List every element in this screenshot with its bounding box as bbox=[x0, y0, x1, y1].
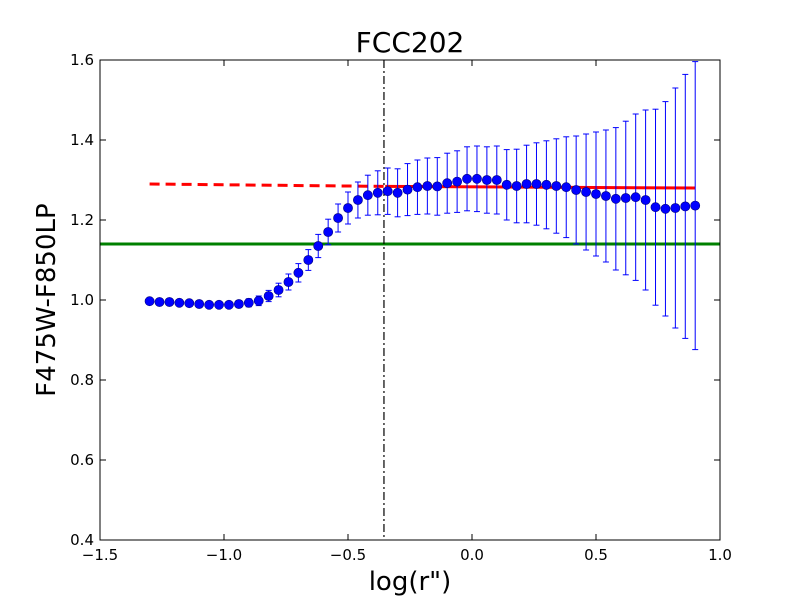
data-point bbox=[214, 299, 224, 310]
plot-area bbox=[100, 60, 720, 540]
data-point bbox=[601, 191, 611, 201]
data-point bbox=[412, 182, 423, 193]
data-point bbox=[154, 297, 165, 307]
data-point bbox=[174, 297, 185, 308]
x-tick-label: 0.5 bbox=[584, 546, 608, 564]
data-point bbox=[263, 291, 274, 301]
y-tick-label: 0.4 bbox=[70, 531, 94, 549]
chart-title: FCC202 bbox=[356, 26, 465, 59]
axis-ticks: −1.5 −1.0 −0.5 0.0 0.5 1.0 0.4 0.6 0.8 1.0 1.2 1.4 1… bbox=[70, 51, 732, 564]
data-point bbox=[362, 190, 373, 201]
data-point bbox=[521, 179, 532, 189]
data-point bbox=[561, 182, 572, 193]
data-point bbox=[164, 297, 175, 307]
y-tick-label: 1.0 bbox=[70, 291, 94, 309]
data-point bbox=[591, 189, 601, 199]
data-point bbox=[323, 227, 334, 237]
x-tick-label: −1.0 bbox=[206, 546, 242, 564]
y-axis-label: F475W-F850LP bbox=[32, 203, 62, 396]
x-tick-label: −1.5 bbox=[82, 546, 118, 564]
data-point bbox=[402, 184, 413, 195]
y-tick-label: 1.2 bbox=[70, 211, 94, 229]
data-point bbox=[462, 173, 472, 184]
data-point bbox=[610, 193, 621, 204]
data-point bbox=[243, 297, 254, 308]
y-tick-label: 1.4 bbox=[70, 131, 94, 149]
data-point bbox=[660, 203, 671, 214]
data-point bbox=[353, 195, 363, 205]
data-point bbox=[541, 179, 552, 190]
fit-dashed-line bbox=[149, 182, 386, 188]
data-point bbox=[343, 203, 353, 213]
data-point bbox=[491, 175, 502, 185]
data-point bbox=[581, 187, 591, 197]
data-point bbox=[273, 285, 284, 295]
data-point bbox=[690, 200, 701, 211]
data-point bbox=[571, 185, 582, 195]
data-point bbox=[452, 176, 463, 187]
data-point bbox=[422, 181, 433, 191]
x-tick-label: 0.0 bbox=[460, 546, 484, 564]
y-tick-label: 0.8 bbox=[70, 371, 94, 389]
data-point bbox=[253, 295, 264, 306]
data-point bbox=[382, 186, 393, 197]
data-point bbox=[680, 201, 691, 212]
data-point bbox=[551, 181, 562, 191]
data-point bbox=[233, 299, 244, 309]
y-tick-label: 1.6 bbox=[70, 51, 94, 69]
data-point bbox=[224, 299, 234, 310]
data-point bbox=[472, 173, 482, 184]
data-point bbox=[432, 181, 443, 192]
data-point bbox=[442, 178, 453, 189]
data-point bbox=[333, 213, 343, 223]
data-point bbox=[670, 203, 681, 213]
data-point bbox=[511, 181, 522, 191]
x-tick-label: 1.0 bbox=[708, 546, 732, 564]
data-point bbox=[283, 277, 294, 287]
data-point bbox=[372, 187, 383, 198]
x-tick-label: −0.5 bbox=[330, 546, 366, 564]
data-point bbox=[501, 179, 512, 190]
data-point bbox=[184, 298, 195, 309]
data-point bbox=[303, 255, 314, 265]
data-point bbox=[392, 187, 403, 198]
data-point bbox=[481, 175, 492, 185]
data-point bbox=[313, 241, 324, 251]
plot-frame bbox=[99, 59, 721, 541]
data-point bbox=[293, 267, 304, 278]
data-point bbox=[531, 179, 542, 189]
data-point bbox=[144, 296, 155, 307]
y-tick-label: 0.6 bbox=[70, 451, 94, 469]
data-point bbox=[204, 299, 215, 310]
x-axis-label: log(r") bbox=[369, 567, 452, 597]
data-point bbox=[194, 299, 205, 309]
data-point bbox=[620, 193, 631, 203]
data-point bbox=[640, 195, 651, 205]
data-point bbox=[650, 202, 661, 213]
data-point bbox=[630, 192, 641, 203]
